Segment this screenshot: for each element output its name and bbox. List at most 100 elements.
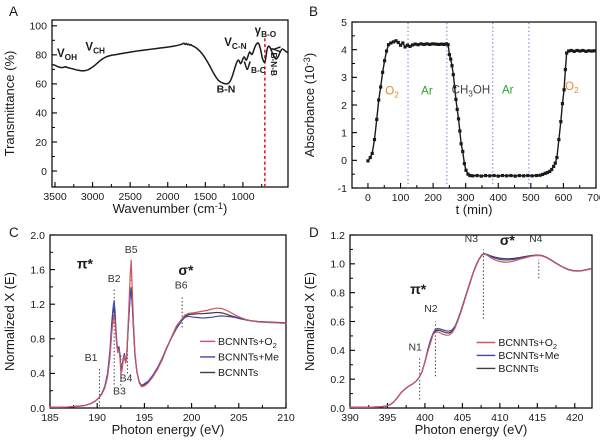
peak-label-gamma-bnb: γB-N-B <box>269 46 283 76</box>
series-absorbance-trace <box>367 40 596 177</box>
data-marker <box>444 42 449 46</box>
y-tick-label: 1.0 <box>330 259 345 271</box>
peak-label-b-n: B-N <box>217 84 236 96</box>
data-marker <box>454 97 458 102</box>
y-tick-label: 40 <box>35 108 47 120</box>
data-marker <box>370 151 374 156</box>
data-marker <box>394 39 398 43</box>
gas-label-ch3oh: CH3OH <box>452 84 490 98</box>
x-tick-label: 300 <box>457 192 475 204</box>
data-marker <box>405 43 409 47</box>
legend-bcnnts-me-label: BCNNTs+Me <box>218 351 279 363</box>
gas-label-o2-right: O2 <box>565 81 579 95</box>
feature-label-b4: B4 <box>120 373 133 385</box>
data-marker <box>592 49 596 53</box>
y-tick-label: 1.6 <box>30 264 45 276</box>
data-marker <box>557 137 561 142</box>
data-marker <box>403 45 407 49</box>
gas-label-ar-right: Ar <box>502 84 514 96</box>
data-marker <box>471 174 475 178</box>
x-tick-label: 600 <box>555 192 573 204</box>
y-tick-label: 100 <box>29 21 47 33</box>
y-tick-label: 20 <box>35 137 47 149</box>
series-FTIR-spectrum <box>51 42 289 85</box>
legend-bcnnts-o2-label: BCNNTs+O2 <box>498 337 557 351</box>
y-tick-label: 0.4 <box>30 368 45 380</box>
data-marker <box>517 173 522 178</box>
data-marker <box>575 48 579 53</box>
x-tick-label: 2000 <box>156 191 180 203</box>
data-marker <box>555 155 559 160</box>
data-marker <box>425 42 429 46</box>
panel-d: D 390 395 400 405 410 415 420 0.0 0.2 0.4 0.6 0.8 1.… <box>300 221 600 442</box>
y-tick-label: 60 <box>35 79 47 91</box>
data-marker <box>368 155 372 160</box>
peak-label-v-bc: VB-C <box>243 61 265 75</box>
feature-label-b3: B3 <box>113 386 126 398</box>
data-marker <box>377 98 381 102</box>
data-marker <box>563 67 567 72</box>
data-marker <box>584 49 588 53</box>
plot-frame <box>351 21 597 189</box>
x-axis-title: Wavenumber (cm-1) <box>113 201 228 216</box>
y-tick-label: 0.0 <box>330 403 345 415</box>
y-tick-label: -1 <box>338 183 347 195</box>
data-marker <box>408 44 412 48</box>
x-tick-label: 0 <box>365 192 371 204</box>
data-marker <box>398 43 403 47</box>
data-marker <box>384 49 389 53</box>
data-marker <box>413 42 417 46</box>
data-marker <box>513 174 517 178</box>
data-marker <box>419 42 423 46</box>
series-BCNNTs+O2 <box>349 253 592 408</box>
x-tick-label: 410 <box>491 412 509 424</box>
panel-a-chart: 3500 3000 2500 2000 1500 1000 0 20 40 60 80 100 VOH V… <box>2 19 289 216</box>
x-tick-label: 210 <box>277 412 295 424</box>
data-marker <box>375 117 379 121</box>
x-tick-label: 200 <box>183 412 201 424</box>
peak-label-v-oh: VOH <box>57 48 77 62</box>
series-BCNNTs+Me <box>349 253 592 408</box>
data-marker <box>453 85 457 89</box>
panel-letter-a: A <box>9 4 19 19</box>
data-marker <box>442 42 446 47</box>
x-axis-title: Photon energy (eV) <box>415 422 528 437</box>
data-marker <box>560 102 565 106</box>
data-marker <box>428 42 432 47</box>
data-marker <box>545 170 550 175</box>
data-marker <box>381 70 385 74</box>
data-marker <box>466 172 470 176</box>
pi-star-label: π* <box>410 281 427 297</box>
feature-label-n4: N4 <box>529 233 543 245</box>
data-marker <box>500 173 505 178</box>
data-marker <box>468 173 472 178</box>
feature-label-n1: N1 <box>408 341 422 353</box>
y-axis-title: Absorbance (10-3) <box>302 53 317 157</box>
y-tick-label: 0.0 <box>30 403 45 415</box>
peak-label-gamma-bo: γB-O <box>255 25 277 39</box>
y-tick-label: 3 <box>341 72 347 84</box>
panel-letter-c: C <box>9 225 19 240</box>
legend-bcnnts-label: BCNNTs <box>498 363 538 375</box>
x-tick-label: 1000 <box>231 191 255 203</box>
feature-label-n2: N2 <box>424 303 438 315</box>
x-tick-label: 100 <box>392 192 410 204</box>
y-axis-title: Transmittance (%) <box>2 51 17 157</box>
data-marker <box>462 162 466 166</box>
feature-label-b1: B1 <box>85 352 98 364</box>
data-marker <box>569 48 573 53</box>
feature-label-b2: B2 <box>108 273 121 285</box>
plot-frame <box>51 19 289 188</box>
data-marker <box>552 164 556 169</box>
panel-a: A 3500 3000 2500 2000 1500 1000 0 20 40 60 80 100 VO… <box>0 0 300 221</box>
sigma-star-label: σ* <box>500 232 516 248</box>
data-marker <box>509 173 513 178</box>
x-tick-label: 400 <box>490 192 508 204</box>
x-tick-label: 3500 <box>43 191 67 203</box>
panel-letter-d: D <box>309 225 319 240</box>
data-marker <box>526 173 530 178</box>
data-marker <box>372 137 377 142</box>
y-tick-label: 80 <box>35 50 47 62</box>
x-tick-label: 405 <box>454 412 472 424</box>
data-marker <box>446 43 450 47</box>
